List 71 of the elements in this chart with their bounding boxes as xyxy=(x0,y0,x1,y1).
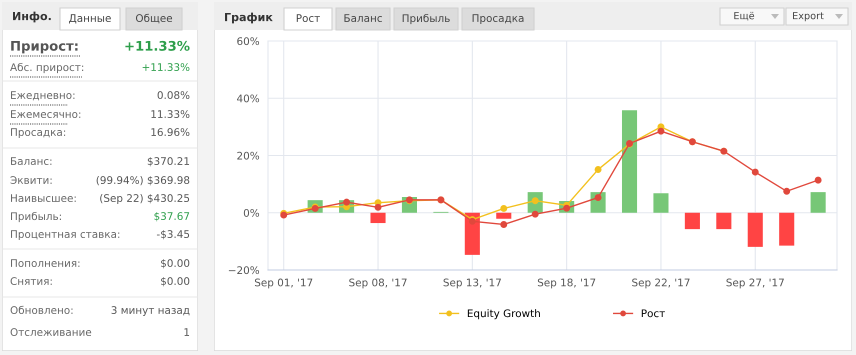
text: Просадка: xyxy=(11,128,66,138)
text: Прирост: xyxy=(11,41,78,54)
text: 3 минут назад xyxy=(112,306,190,316)
legend-label: Рост xyxy=(642,309,665,318)
point xyxy=(500,204,508,212)
point xyxy=(532,210,539,218)
text: -$3.45 xyxy=(156,230,190,240)
text: Export xyxy=(793,12,824,22)
point xyxy=(594,194,602,202)
bar xyxy=(684,212,700,230)
bar xyxy=(716,212,732,230)
y-tick-label: 60% xyxy=(237,37,260,46)
text: 1 xyxy=(184,328,190,336)
y-tick-label: 20% xyxy=(237,152,260,160)
text: Инфо. xyxy=(13,12,51,22)
text: $0.00 xyxy=(161,276,190,286)
text: Общее xyxy=(136,14,172,24)
text: Ещё xyxy=(734,12,754,21)
text: Наивысшее: xyxy=(11,194,76,202)
text: $370.21 xyxy=(148,156,190,166)
point xyxy=(343,198,350,206)
text: 16.96% xyxy=(151,128,190,136)
point xyxy=(752,168,759,176)
text: Обновлено: xyxy=(10,306,72,314)
x-tick-label: Sep 22, '17 xyxy=(632,278,690,288)
point xyxy=(500,221,508,228)
x-tick-label: Sep 08, '17 xyxy=(349,278,407,288)
legend-label: Equity Growth xyxy=(468,309,540,320)
text: Данные xyxy=(69,14,111,24)
text: Абс. прирост: xyxy=(10,62,84,74)
bar xyxy=(622,110,638,213)
bar xyxy=(370,212,386,224)
text: 0.08% xyxy=(158,91,190,100)
x-tick-label: Sep 13, '17 xyxy=(444,278,501,288)
bar xyxy=(496,212,512,219)
text: Просадка xyxy=(472,14,524,24)
bar xyxy=(810,192,826,213)
y-tick-label: −20% xyxy=(228,266,260,274)
text: Прибыль xyxy=(402,14,450,24)
text: (99.94%) $369.98 xyxy=(96,176,190,186)
text: Прибыль: xyxy=(11,212,61,222)
y-tick-label: 40% xyxy=(237,94,260,102)
text: Ежемесячно: xyxy=(11,110,80,118)
text: Рост xyxy=(296,14,320,22)
chart-title: График xyxy=(225,12,273,24)
text: Баланс xyxy=(344,14,382,22)
bar xyxy=(653,193,668,213)
bar xyxy=(748,212,763,247)
text: Снятия: xyxy=(10,277,52,286)
point xyxy=(814,176,822,184)
text: +11.33% xyxy=(125,40,190,51)
text: Процентная ставка: xyxy=(11,230,120,240)
text: $37.67 xyxy=(154,212,190,222)
y-tick-label: 0% xyxy=(244,208,260,217)
text: +11.33% xyxy=(142,63,190,72)
x-tick-label: Sep 01, '17 xyxy=(254,278,312,288)
text: Отслеживание xyxy=(10,328,92,336)
point xyxy=(657,128,664,135)
point xyxy=(374,204,382,211)
x-tick-label: Sep 27, '17 xyxy=(726,278,784,288)
text: Ежедневно: xyxy=(11,91,74,100)
text: $0.00 xyxy=(161,258,190,268)
point xyxy=(594,166,602,173)
text: Пополнения: xyxy=(11,259,80,268)
text: Баланс: xyxy=(11,157,52,166)
text: Эквити: xyxy=(10,176,52,184)
point xyxy=(783,188,790,195)
text: 11.33% xyxy=(151,110,190,118)
bar xyxy=(779,212,794,246)
text: (Sep 22) $430.25 xyxy=(100,194,190,204)
x-tick-label: Sep 18, '17 xyxy=(538,278,596,288)
